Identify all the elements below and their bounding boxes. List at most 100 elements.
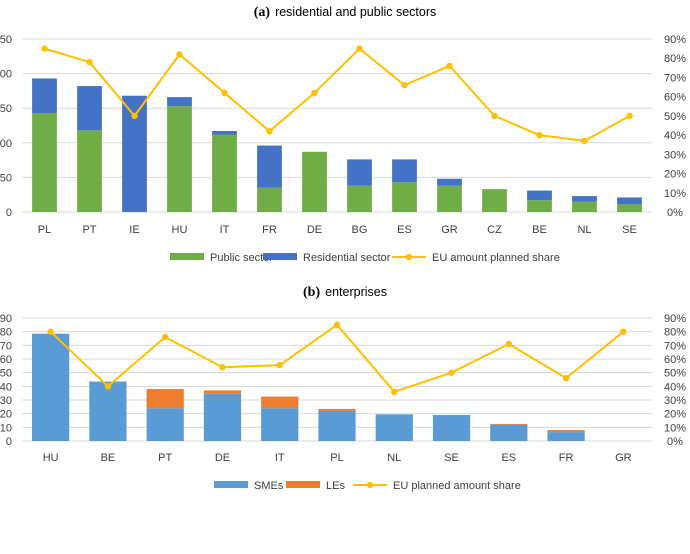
chart-title-text: residential and public sectors — [275, 5, 436, 19]
bar-smes-pl — [318, 410, 356, 441]
bar-residential-sector-fr — [257, 145, 282, 188]
line-point-de — [219, 364, 226, 371]
bar-smes-fr — [547, 432, 585, 441]
x-category-label: IE — [129, 224, 139, 236]
line-point-se — [448, 369, 455, 376]
legend-label: Residential sector — [303, 252, 391, 264]
y-right-tick-label: 70% — [664, 72, 686, 84]
x-category-label: DE — [307, 224, 322, 236]
y-right-tick-label: 80% — [664, 327, 686, 339]
x-category-label: ES — [397, 224, 412, 236]
x-category-label: BG — [352, 224, 368, 236]
bar-residential-sector-es — [392, 159, 417, 183]
line-point-es — [401, 81, 408, 89]
bar-public-sector-se — [617, 204, 642, 212]
line-point-it — [221, 89, 228, 97]
bar-public-sector-pl — [32, 113, 57, 212]
y-right-tick-label: 50% — [664, 368, 686, 380]
y-left-tick-label: 40 — [0, 381, 12, 393]
line-point-pl — [333, 321, 341, 329]
line-point-cz — [491, 112, 498, 120]
bar-residential-sector-se — [617, 197, 642, 205]
y-right-tick-label: 20% — [664, 409, 686, 421]
chart-title: (a) residential and public sectors — [254, 5, 437, 20]
line-point-fr — [562, 374, 570, 382]
chart-title-letter: (b) — [303, 285, 320, 300]
bar-smes-nl — [375, 414, 413, 441]
legend-swatch — [263, 253, 297, 260]
line-point-bg — [356, 45, 363, 52]
bar-smes-hu — [32, 333, 70, 441]
legend-label: EU planned amount share — [393, 480, 521, 492]
bar-public-sector-pt — [77, 130, 102, 212]
line-point-hu — [176, 51, 183, 58]
x-category-label: IT — [275, 452, 285, 464]
legend-label: SMEs — [254, 480, 284, 492]
bar-public-sector-gr — [437, 185, 462, 212]
line-point-it — [276, 361, 283, 369]
x-category-label: SE — [444, 452, 459, 464]
y-right-tick-label: 0% — [667, 436, 683, 448]
line-point-gr — [620, 328, 627, 335]
y-left-tick-label: 50 — [0, 368, 12, 380]
bar-smes-pt — [146, 408, 184, 441]
bar-public-sector-bg — [347, 185, 372, 212]
x-category-label: FR — [559, 452, 574, 464]
bar-les-pt — [146, 389, 184, 409]
legend-label: EU amount planned share — [432, 252, 560, 264]
chart-title: (b) enterprises — [303, 285, 387, 300]
y-left-tick-label: 90 — [0, 313, 12, 325]
x-category-label: GR — [615, 452, 632, 464]
y-left-tick-label: 20 — [0, 409, 12, 421]
y-right-tick-label: 30% — [664, 149, 686, 161]
bar-public-sector-hu — [167, 106, 192, 212]
y-right-tick-label: 60% — [664, 354, 686, 366]
line-point-gr — [446, 62, 453, 70]
y-left-tick-label: 250 — [0, 34, 12, 46]
chart-panel-a: (a) residential and public sectors 0 50 100 1… — [0, 5, 686, 264]
legend-swatch — [214, 481, 248, 488]
x-category-label: FR — [262, 224, 277, 236]
bar-residential-sector-it — [212, 131, 237, 135]
chart-title-text: enterprises — [325, 285, 387, 299]
bar-les-es — [490, 423, 528, 425]
bar-public-sector-fr — [257, 187, 282, 212]
y-right-tick-label: 90% — [664, 313, 686, 325]
bar-residential-sector-hu — [167, 97, 192, 107]
bar-residential-sector-pl — [32, 78, 57, 114]
x-category-label: NL — [387, 452, 401, 464]
x-category-label: PT — [158, 452, 172, 464]
x-category-label: PL — [38, 224, 51, 236]
line-point-nl — [581, 137, 588, 145]
y-right-tick-label: 80% — [664, 53, 686, 65]
chart-title-letter: (a) — [254, 5, 271, 20]
x-category-label: GR — [441, 224, 458, 236]
legend-label: Public sector — [210, 252, 273, 264]
bar-smes-it — [261, 408, 299, 441]
line-point-de — [311, 89, 318, 97]
bar-les-de — [203, 390, 242, 394]
bar-public-sector-cz — [482, 189, 507, 212]
legend-marker — [405, 253, 413, 261]
y-right-tick-label: 40% — [664, 381, 686, 393]
legend-marker — [366, 481, 374, 489]
bar-residential-sector-bg — [347, 159, 372, 186]
y-left-tick-label: 150 — [0, 103, 12, 115]
x-category-label: HU — [172, 224, 188, 236]
y-right-tick-label: 10% — [664, 188, 686, 200]
y-right-tick-label: 40% — [664, 130, 686, 142]
line-point-pt — [86, 58, 93, 66]
y-right-tick-label: 30% — [664, 395, 686, 407]
line-point-se — [626, 112, 633, 120]
bar-smes-be — [89, 381, 127, 441]
y-left-tick-label: 60 — [0, 354, 12, 366]
bar-les-pl — [318, 408, 356, 411]
y-left-tick-label: 80 — [0, 327, 12, 339]
bar-public-sector-es — [392, 182, 417, 212]
x-category-label: NL — [577, 224, 591, 236]
legend-label: LEs — [326, 480, 345, 492]
x-category-label: CZ — [487, 224, 502, 236]
bar-public-sector-it — [212, 134, 237, 212]
